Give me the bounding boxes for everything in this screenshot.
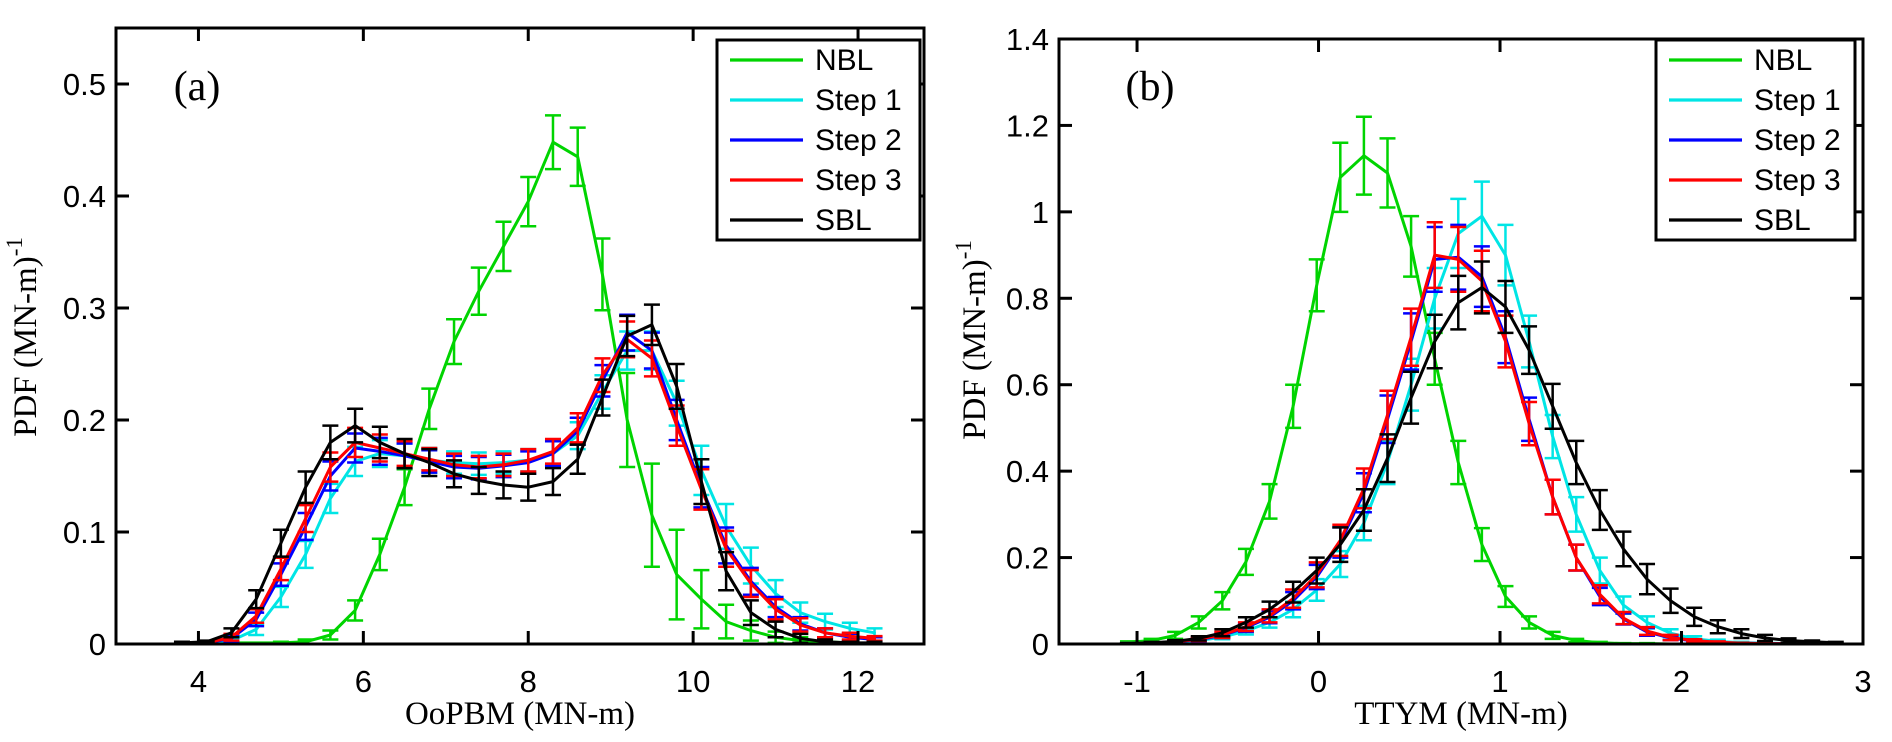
legend-entry-step-1: Step 1: [730, 84, 902, 117]
y-tick-label: 0.1: [63, 515, 106, 550]
legend-entry-sbl: SBL: [730, 204, 872, 237]
chart-panel-b: -1 0 1 2 3 0 0.2 0.4 0.6 0.8 1 1.2 1.4 TTYM (MN-m) PDF…: [951, 22, 1872, 732]
line-sbl-a: [180, 323, 876, 644]
axes-box-a: [114, 26, 926, 646]
plot-area-b: [1119, 115, 1844, 644]
legend-label: NBL: [815, 44, 873, 77]
y-tick-labels-a: 0 0.1 0.2 0.3 0.4 0.5: [63, 67, 106, 662]
chart-panel-a: 4 6 8 10 12 0 0.1 0.2 0.3 0.4 0.5 OoPBM (MN-m) PDF (…: [2, 26, 926, 732]
y-tick-label: 0.2: [1006, 541, 1049, 576]
x-tick-label: 12: [841, 664, 875, 699]
line-nbl-a: [180, 140, 876, 644]
panel-letter-a: (a): [174, 64, 221, 110]
y-axis-label-b: PDF (MN-m)-1: [951, 240, 993, 440]
legend-entry-step-3: Step 3: [730, 164, 902, 197]
y-tick-label: 0.4: [1006, 454, 1049, 489]
x-tick-label: 4: [190, 664, 207, 699]
series-sbl-a: [173, 303, 883, 644]
y-tick-labels-b: 0 0.2 0.4 0.6 0.8 1 1.2 1.4: [1006, 22, 1049, 662]
line-nbl-b: [1126, 154, 1838, 644]
legend-a: NBL Step 1 Step 2 Step 3 SBL: [715, 38, 922, 242]
line-step-3-a: [180, 337, 876, 644]
legend-label: Step 3: [1754, 164, 1841, 197]
y-tick-label: 1.2: [1006, 108, 1049, 143]
legend-label: Step 1: [815, 84, 902, 117]
y-axis-label-a: PDF (MN-m)-1: [2, 237, 44, 437]
line-sbl-b: [1126, 286, 1838, 644]
legend-label: SBL: [1754, 204, 1811, 237]
y-tick-label: 0.8: [1006, 281, 1049, 316]
x-tick-label: 3: [1854, 664, 1871, 699]
legend-entry-nbl: NBL: [730, 44, 873, 77]
y-tick-label: 1.4: [1006, 22, 1049, 57]
y-tick-label: 0: [1032, 627, 1049, 662]
y-tick-label: 0.6: [1006, 368, 1049, 403]
x-tick-labels-a: 4 6 8 10 12: [190, 664, 875, 699]
x-tick-label: 8: [520, 664, 537, 699]
legend-entry-sbl: SBL: [1669, 204, 1811, 237]
legend-entry-step-1: Step 1: [1669, 84, 1841, 117]
legend-label: SBL: [815, 204, 872, 237]
x-tick-label: 10: [676, 664, 710, 699]
x-tick-label: 0: [1310, 664, 1327, 699]
legend-label: NBL: [1754, 44, 1812, 77]
y-tick-label: 0.2: [63, 403, 106, 438]
y-tick-label: 0.5: [63, 67, 106, 102]
y-tick-label: 0.3: [63, 291, 106, 326]
x-tick-label: 1: [1491, 664, 1508, 699]
series-sbl-b: [1119, 260, 1844, 644]
legend-label: Step 3: [815, 164, 902, 197]
legend-entry-nbl: NBL: [1669, 44, 1812, 77]
legend-entry-step-3: Step 3: [1669, 164, 1841, 197]
y-tick-label: 0.4: [63, 179, 106, 214]
x-axis-label-a: OoPBM (MN-m): [405, 696, 635, 732]
x-tick-label: -1: [1123, 664, 1151, 699]
x-tick-label: 2: [1673, 664, 1690, 699]
legend-entry-step-2: Step 2: [730, 124, 902, 157]
x-tick-label: 6: [355, 664, 372, 699]
legend-label: Step 2: [1754, 124, 1841, 157]
x-axis-label-b: TTYM (MN-m): [1354, 696, 1568, 732]
legend-label: Step 1: [1754, 84, 1841, 117]
axes-box-b: [1057, 37, 1865, 646]
x-tick-labels-b: -1 0 1 2 3: [1123, 664, 1871, 699]
legend-entry-step-2: Step 2: [1669, 124, 1841, 157]
legend-label: Step 2: [815, 124, 902, 157]
legend-b: NBL Step 1 Step 2 Step 3 SBL: [1654, 38, 1857, 242]
plot-area-a: [173, 114, 883, 644]
y-tick-label: 0: [89, 627, 106, 662]
panel-letter-b: (b): [1126, 64, 1175, 110]
y-tick-label: 1: [1032, 195, 1049, 230]
